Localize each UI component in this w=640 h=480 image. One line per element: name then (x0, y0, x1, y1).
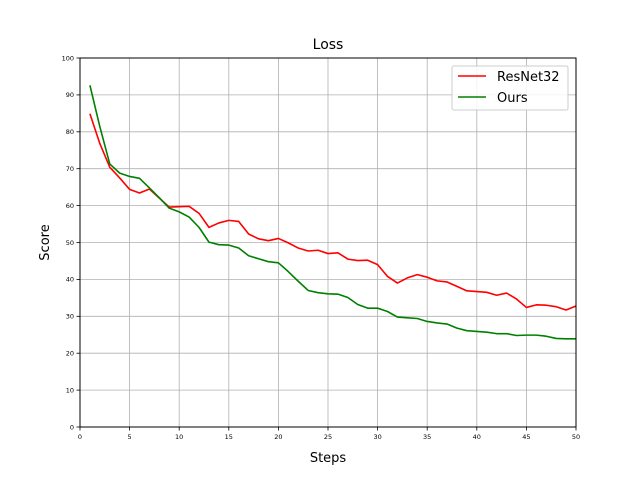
y-tick-label: 100 (62, 54, 74, 62)
legend-label-resnet32: ResNet32 (497, 70, 560, 85)
y-tick-label: 60 (66, 202, 74, 210)
x-tick-label: 25 (324, 433, 332, 441)
legend-box (451, 65, 569, 111)
x-tick-label: 15 (225, 433, 233, 441)
y-tick-label: 10 (66, 386, 74, 394)
series-line-ours (89, 85, 576, 340)
series-layer (89, 85, 577, 340)
legend: ResNet32 Ours (451, 65, 569, 111)
x-tick-label: 10 (175, 433, 183, 441)
x-tick-label: 50 (572, 433, 580, 441)
y-tick-label: 20 (66, 350, 74, 358)
y-tick-label: 80 (66, 128, 74, 136)
x-tick-label: 35 (423, 433, 431, 441)
chart-title: Loss (313, 37, 344, 53)
y-tick-label: 40 (66, 276, 74, 284)
x-axis-label: Steps (310, 451, 347, 466)
x-tick-label: 20 (274, 433, 282, 441)
x-tick-label: 0 (78, 433, 82, 441)
tick-layer: 0 5 10 15 20 25 30 35 40 45 50 0 10 20 30 40 50 60 70 80 90 1… (62, 54, 581, 441)
x-tick-label: 45 (522, 433, 530, 441)
x-tick-label: 30 (373, 433, 381, 441)
y-axis-label: Score (38, 224, 53, 260)
y-tick-label: 90 (66, 91, 74, 99)
series-line-resnet32 (89, 113, 577, 311)
x-tick-label: 40 (473, 433, 481, 441)
legend-label-ours: Ours (497, 91, 528, 106)
y-tick-label: 70 (66, 165, 74, 173)
y-tick-label: 0 (70, 423, 74, 431)
y-tick-label: 50 (66, 239, 74, 247)
y-tick-label: 30 (66, 313, 74, 321)
x-tick-label: 5 (128, 433, 132, 441)
